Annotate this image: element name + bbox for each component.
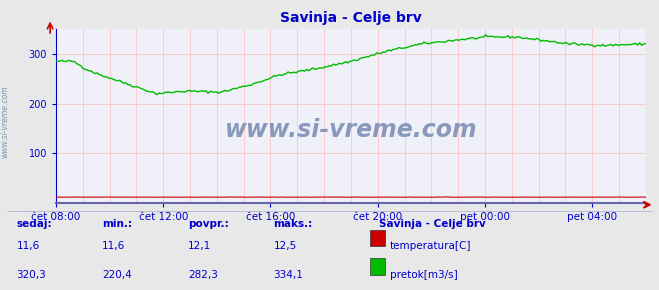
Text: 282,3: 282,3 <box>188 270 217 280</box>
Text: 11,6: 11,6 <box>16 241 40 251</box>
Text: 12,1: 12,1 <box>188 241 211 251</box>
Text: 11,6: 11,6 <box>102 241 125 251</box>
Text: 334,1: 334,1 <box>273 270 303 280</box>
Text: maks.:: maks.: <box>273 219 313 229</box>
Text: www.si-vreme.com: www.si-vreme.com <box>1 86 10 158</box>
Text: 320,3: 320,3 <box>16 270 46 280</box>
Text: pretok[m3/s]: pretok[m3/s] <box>390 270 458 280</box>
Bar <box>370 230 385 246</box>
Text: povpr.:: povpr.: <box>188 219 229 229</box>
Bar <box>370 258 385 275</box>
Title: Savinja - Celje brv: Savinja - Celje brv <box>280 11 422 25</box>
Text: temperatura[C]: temperatura[C] <box>390 241 472 251</box>
Text: min.:: min.: <box>102 219 132 229</box>
Text: 220,4: 220,4 <box>102 270 132 280</box>
Text: 12,5: 12,5 <box>273 241 297 251</box>
Text: www.si-vreme.com: www.si-vreme.com <box>225 118 477 142</box>
Text: Savinja - Celje brv: Savinja - Celje brv <box>379 219 486 229</box>
Text: sedaj:: sedaj: <box>16 219 52 229</box>
